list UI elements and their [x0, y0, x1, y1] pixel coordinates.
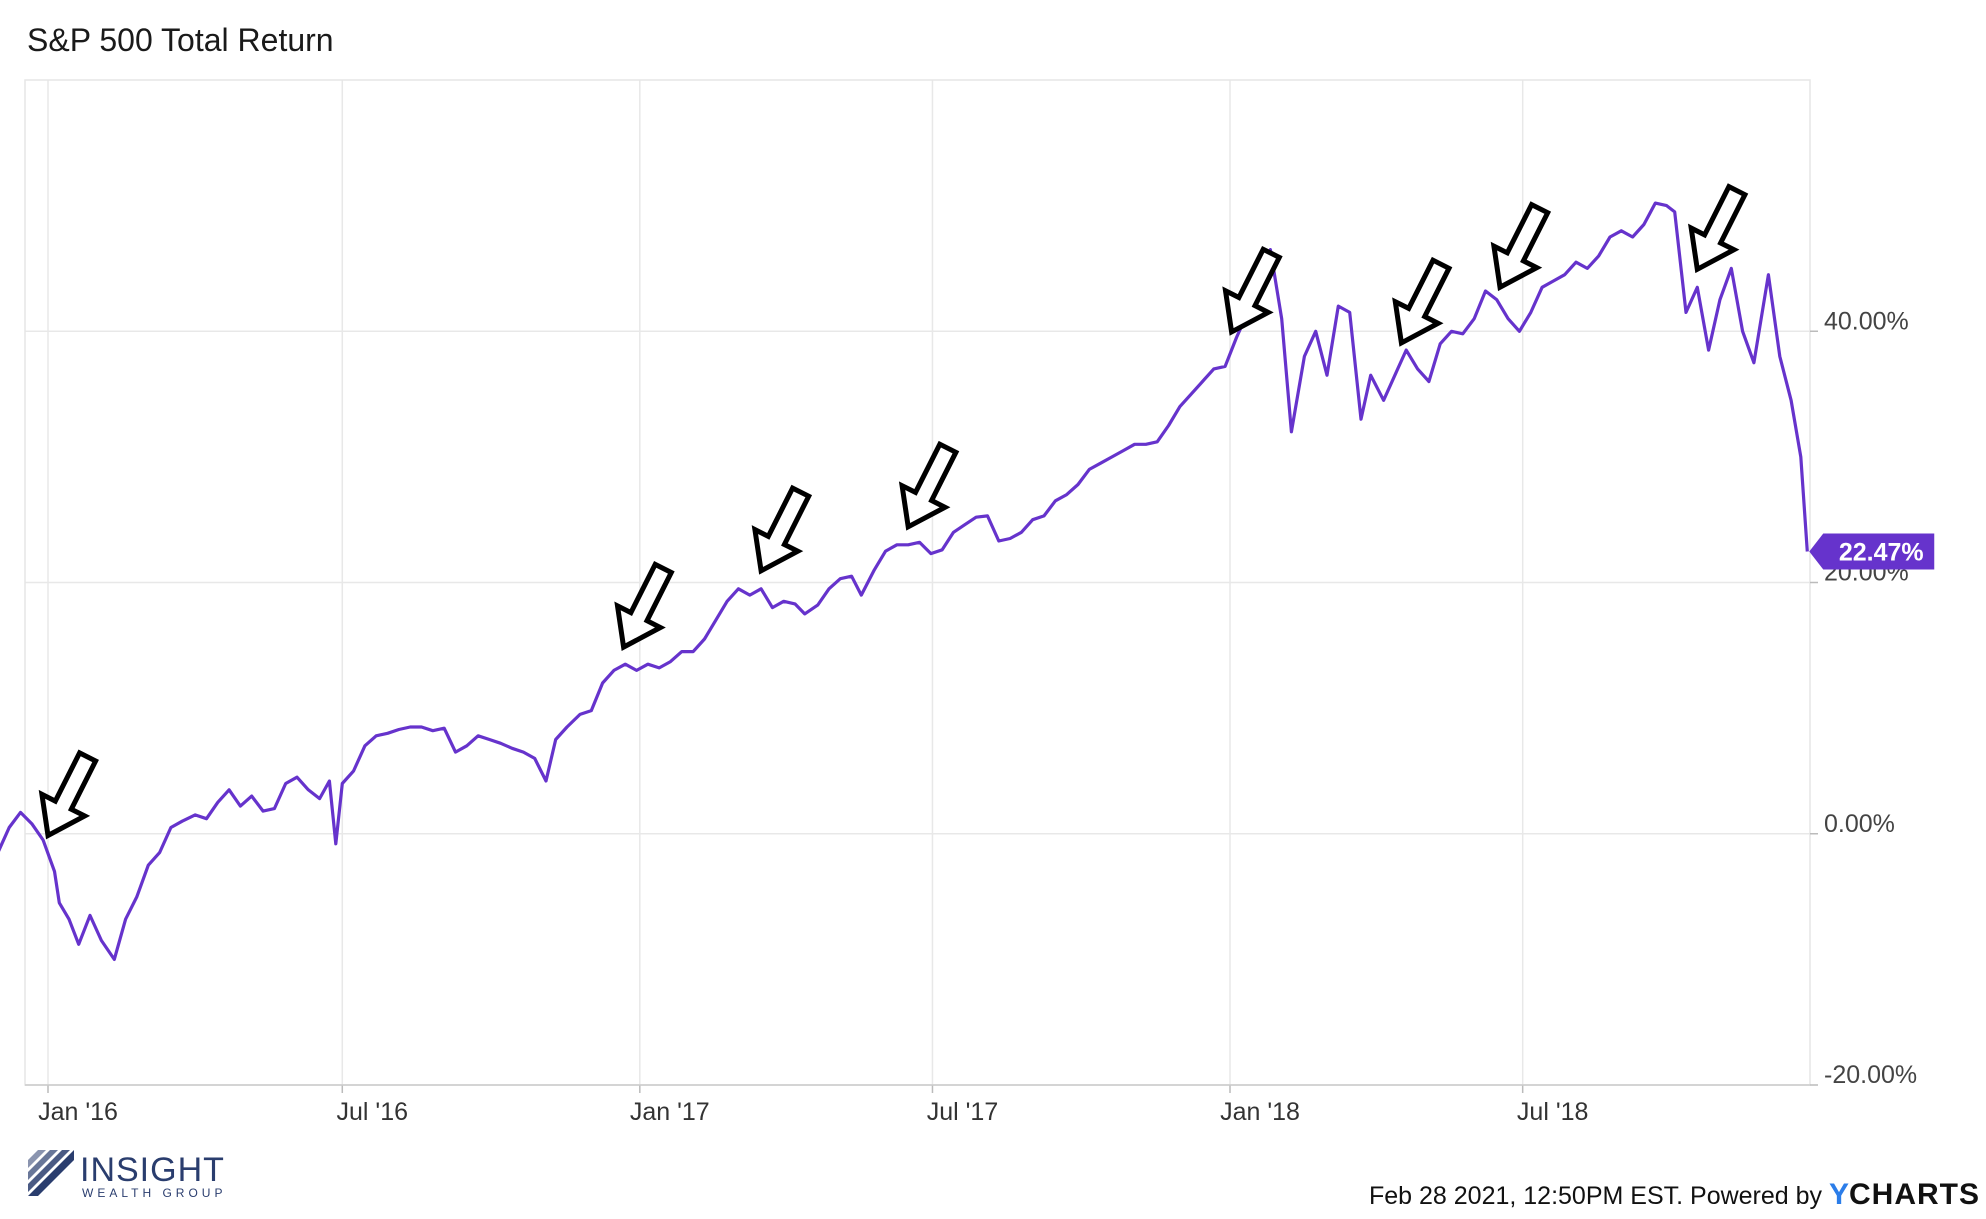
- annotation-arrow: [614, 561, 675, 651]
- annotation-arrow: [1222, 245, 1283, 336]
- ycharts-logo-y: Y: [1828, 1178, 1849, 1211]
- x-tick-label: Jan '17: [630, 1098, 710, 1126]
- brand-subtitle: WEALTH GROUP: [82, 1186, 227, 1200]
- brand-name: INSIGHT: [80, 1151, 225, 1189]
- y-tick-label: 0.00%: [1824, 810, 1895, 838]
- x-tick-label: Jul '18: [1517, 1098, 1588, 1126]
- chart-title: S&P 500 Total Return: [27, 22, 334, 58]
- insight-logo-icon: [28, 1150, 74, 1196]
- annotation-arrow: [1392, 256, 1453, 347]
- footer-text: Feb 28 2021, 12:50PM EST. Powered by: [1368, 1182, 1829, 1210]
- annotation-arrow: [1490, 201, 1552, 292]
- footer-attribution: Feb 28 2021, 12:50PM EST. Powered by YCH…: [1369, 1178, 1980, 1212]
- annotation-arrow: [898, 440, 960, 531]
- x-axis: Jan '16 Jul '16 Jan '17 Jul '17 Jan '18 Jul '…: [25, 1084, 1810, 1126]
- annotation-arrow: [38, 749, 99, 840]
- y-axis: 40.00%20.00%0.00%-20.00%: [1810, 307, 1917, 1089]
- series-layer: [0, 201, 1809, 961]
- x-tick-label: Jul '16: [337, 1098, 408, 1126]
- ycharts-logo-text: CHARTS: [1849, 1178, 1980, 1211]
- annotation-arrow: [1688, 183, 1749, 274]
- x-tick-label: Jul '17: [927, 1098, 998, 1126]
- last-value-badge: 22.47%: [1809, 533, 1935, 570]
- series-line: [0, 201, 1809, 961]
- annotation-arrows: [38, 183, 1749, 840]
- grid: [25, 80, 1810, 1086]
- y-tick-label: -20.00%: [1824, 1061, 1917, 1089]
- x-tick-label: Jan '18: [1220, 1098, 1300, 1126]
- x-tick-label: Jan '16: [38, 1098, 118, 1126]
- last-value-badge-label: 22.47%: [1839, 538, 1924, 566]
- insight-logo: [28, 1150, 258, 1202]
- y-tick-label: 40.00%: [1824, 307, 1909, 335]
- annotation-arrow: [751, 484, 813, 575]
- last-value-badge-shape: [1809, 533, 1935, 570]
